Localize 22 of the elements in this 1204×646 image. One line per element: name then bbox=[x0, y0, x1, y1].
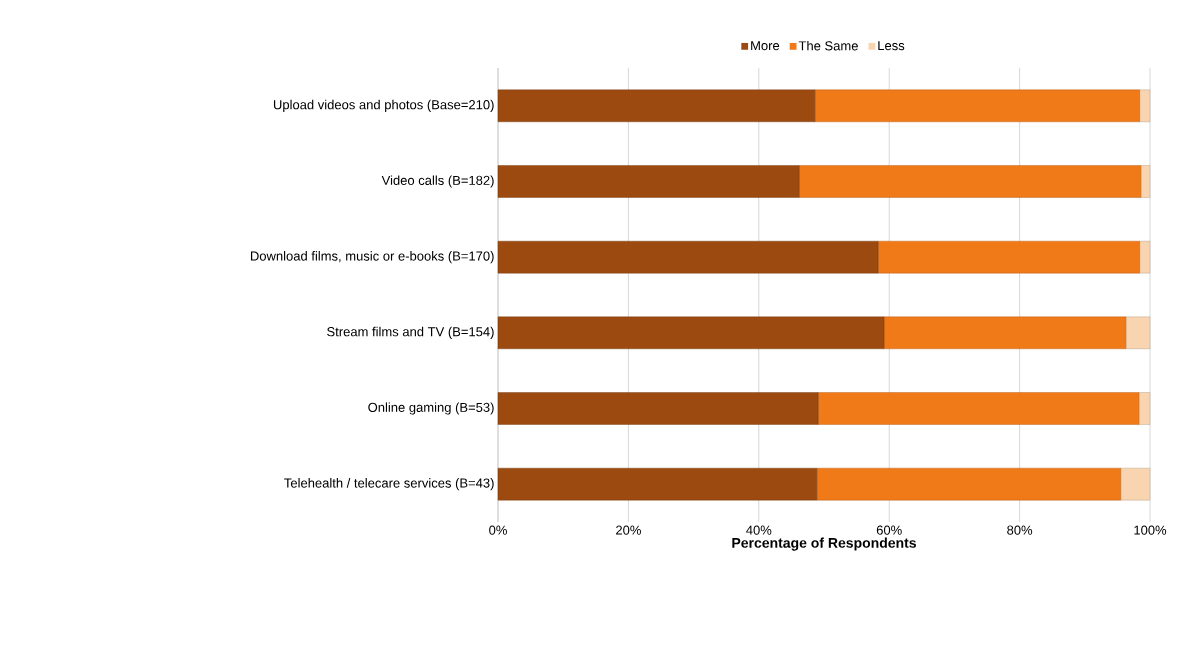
y-tick-label: Telehealth / telecare services (B=43) bbox=[284, 478, 494, 491]
x-tick-label: 0% bbox=[489, 525, 507, 535]
x-tick-label: 40% bbox=[746, 525, 772, 535]
x-tick-label: 20% bbox=[616, 525, 641, 535]
legend-label: Less bbox=[878, 41, 905, 51]
y-tick-label: Video calls (B=182) bbox=[381, 175, 494, 188]
legend-label: The Same bbox=[798, 40, 858, 51]
x-tick-label: 60% bbox=[876, 525, 902, 535]
bar bbox=[1125, 316, 1151, 350]
y-tick-label: Stream films and TV (B=154) bbox=[327, 326, 494, 339]
bar bbox=[1139, 240, 1151, 274]
bar bbox=[1139, 89, 1151, 123]
y-tick-label: Upload videos and photos (Base=210) bbox=[273, 99, 494, 112]
x-tick-label: 80% bbox=[1007, 525, 1033, 535]
bar bbox=[1138, 392, 1151, 425]
bar bbox=[1140, 165, 1151, 198]
y-tick-label: Online gaming (B=53) bbox=[368, 402, 494, 415]
y-tick-label: Download films, music or e-books (B=170) bbox=[250, 251, 494, 264]
x-axis-title: Percentage of Respondents bbox=[732, 537, 916, 551]
x-tick-label: 100% bbox=[1134, 525, 1167, 535]
legend-label: More bbox=[751, 41, 780, 51]
bar bbox=[1120, 467, 1151, 501]
